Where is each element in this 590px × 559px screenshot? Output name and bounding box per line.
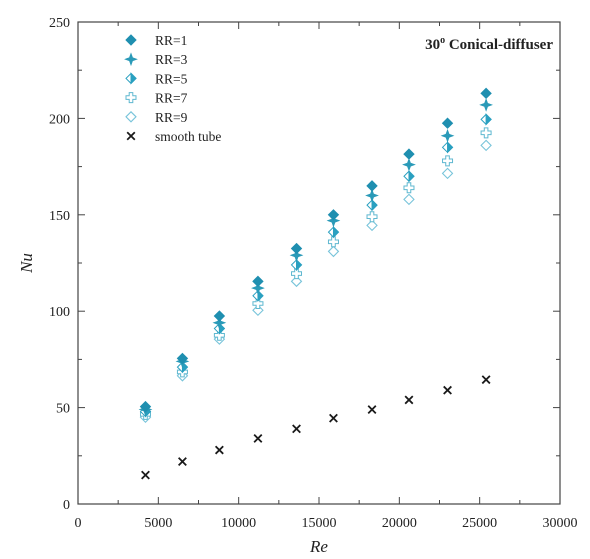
legend-label-rr-3: RR=3 (155, 52, 188, 67)
data-point-rr-3 (479, 98, 493, 112)
data-points (138, 87, 493, 480)
legend-label-smooth-tube: smooth tube (155, 129, 221, 144)
x-tick-labels: 0 5000 10000 15000 20000 25000 30000 (75, 516, 578, 531)
data-point-smooth-tube (177, 457, 187, 467)
y-tick-labels: 0 50 100 150 200 250 (49, 16, 70, 513)
data-point-rr-9 (441, 167, 454, 180)
data-point-rr-1 (252, 275, 264, 288)
data-point-rr-7 (442, 155, 454, 167)
data-point-smooth-tube (253, 434, 263, 443)
data-point-smooth-tube (404, 395, 414, 405)
data-point-rr-7 (480, 127, 492, 139)
x-tick-label: 20000 (382, 516, 417, 531)
data-point-rr-5 (480, 113, 492, 126)
data-point-smooth-tube (214, 445, 224, 455)
x-tick-label: 5000 (144, 516, 172, 531)
legend-marker-rr-5 (125, 72, 137, 85)
data-point-rr-5 (327, 225, 340, 239)
x-tick-label: 10000 (221, 516, 256, 531)
data-point-rr-3 (402, 157, 416, 172)
y-tick-label: 0 (63, 498, 70, 513)
data-point-rr-7 (252, 297, 264, 309)
data-point-rr-1 (290, 242, 303, 255)
legend-label-rr-7: RR=7 (155, 91, 188, 106)
data-point-smooth-tube (292, 424, 301, 434)
data-point-rr-9 (366, 219, 378, 232)
y-tick-label: 100 (49, 305, 70, 320)
x-axis-label: Re (309, 537, 328, 556)
axis-ticks (77, 21, 561, 505)
x-tick-label: 0 (75, 516, 82, 531)
data-point-rr-1 (139, 400, 152, 413)
data-point-rr-5 (403, 170, 415, 183)
legend-marker-smooth-tube (126, 131, 136, 141)
data-point-rr-7 (291, 268, 303, 280)
data-point-rr-7 (327, 236, 339, 248)
data-point-rr-1 (480, 87, 492, 100)
data-point-smooth-tube (367, 405, 377, 414)
data-point-rr-1 (213, 310, 226, 322)
data-point-rr-3 (212, 315, 227, 330)
data-point-rr-9 (327, 245, 340, 258)
data-point-smooth-tube (443, 385, 452, 395)
y-tick-label: 200 (49, 112, 70, 127)
legend-marker-rr-3 (124, 52, 138, 67)
x-tick-label: 15000 (302, 516, 337, 531)
data-point-rr-5 (252, 289, 264, 302)
legend-label-rr-1: RR=1 (155, 33, 187, 48)
legend: RR=1 RR=3 RR=5 RR=7 RR=9 smooth tube (124, 33, 221, 144)
legend-marker-rr-7 (125, 92, 137, 104)
y-tick-label: 50 (56, 402, 70, 417)
data-point-rr-7 (213, 329, 225, 341)
data-point-smooth-tube (481, 375, 491, 385)
data-point-rr-3 (289, 248, 304, 263)
chart-title: 30o Conical-diffuser (425, 35, 553, 53)
data-point-rr-3 (326, 213, 341, 228)
data-point-rr-3 (365, 188, 379, 203)
y-axis-label: Nu (17, 253, 36, 274)
data-point-rr-3 (251, 281, 265, 295)
x-tick-label: 30000 (543, 516, 578, 531)
legend-label-rr-5: RR=5 (155, 71, 188, 86)
data-point-rr-1 (176, 352, 189, 365)
data-point-rr-9 (252, 304, 264, 317)
data-point-smooth-tube (329, 413, 338, 423)
data-point-rr-9 (290, 275, 303, 288)
legend-marker-rr-9 (125, 111, 137, 123)
data-point-rr-9 (480, 139, 492, 152)
data-point-rr-5 (441, 141, 454, 154)
data-point-rr-3 (440, 128, 455, 143)
data-point-rr-1 (403, 148, 415, 160)
data-point-rr-1 (327, 209, 340, 221)
data-point-rr-1 (441, 117, 454, 129)
data-point-rr-5 (290, 258, 303, 272)
data-point-rr-5 (366, 198, 378, 212)
data-point-rr-1 (366, 180, 378, 192)
legend-label-rr-9: RR=9 (155, 110, 188, 125)
x-tick-label: 25000 (462, 516, 497, 531)
data-point-rr-7 (366, 211, 378, 223)
data-point-smooth-tube (141, 470, 150, 480)
y-tick-label: 150 (49, 209, 70, 224)
data-point-rr-9 (403, 193, 415, 206)
data-point-rr-7 (403, 182, 415, 194)
legend-marker-rr-1 (125, 34, 137, 46)
y-tick-label: 250 (49, 16, 70, 31)
